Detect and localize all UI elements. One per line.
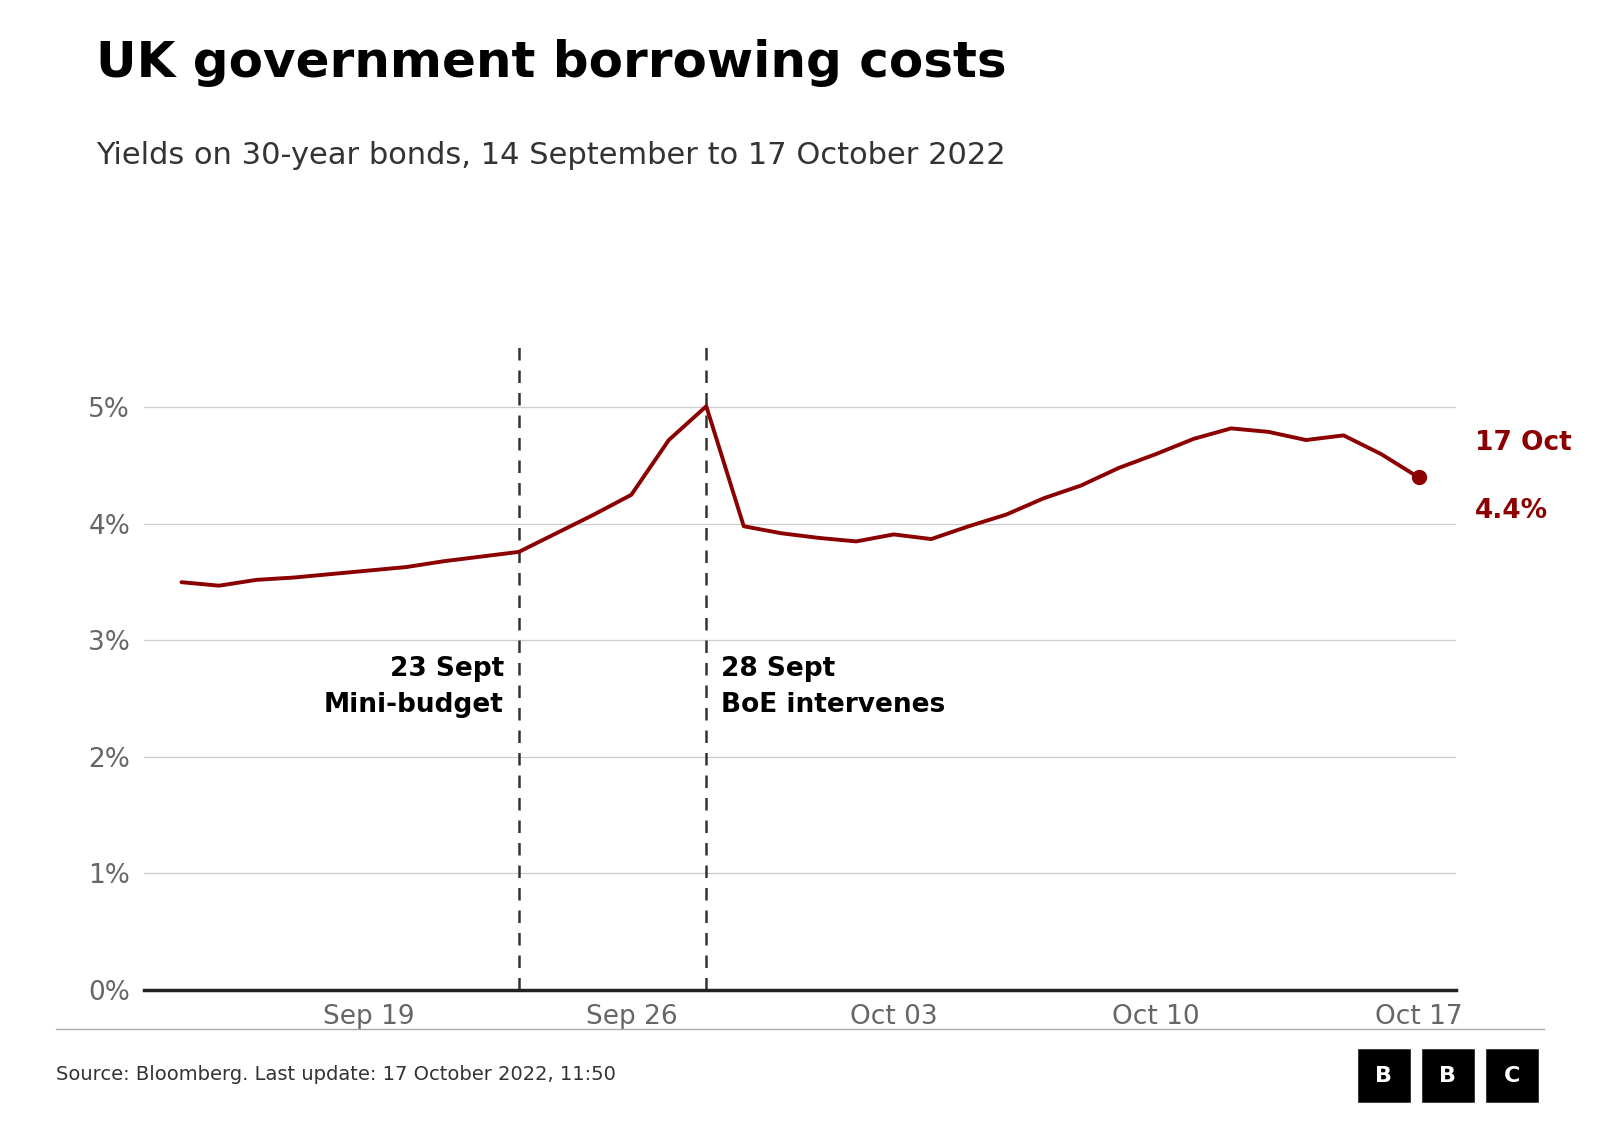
Text: Yields on 30-year bonds, 14 September to 17 October 2022: Yields on 30-year bonds, 14 September to… — [96, 141, 1006, 170]
Bar — [1483, 1047, 1539, 1104]
Text: 17 Oct: 17 Oct — [1475, 431, 1571, 457]
Text: 23 Sept
Mini-budget: 23 Sept Mini-budget — [323, 656, 504, 718]
Bar — [1419, 1047, 1475, 1104]
Text: 28 Sept
BoE intervenes: 28 Sept BoE intervenes — [722, 656, 946, 718]
Text: 4.4%: 4.4% — [1475, 498, 1547, 524]
Text: Source: Bloomberg. Last update: 17 October 2022, 11:50: Source: Bloomberg. Last update: 17 Octob… — [56, 1065, 616, 1083]
Text: B: B — [1374, 1065, 1392, 1086]
Text: C: C — [1504, 1065, 1520, 1086]
Bar — [1355, 1047, 1411, 1104]
Text: B: B — [1438, 1065, 1456, 1086]
Text: UK government borrowing costs: UK government borrowing costs — [96, 39, 1006, 88]
